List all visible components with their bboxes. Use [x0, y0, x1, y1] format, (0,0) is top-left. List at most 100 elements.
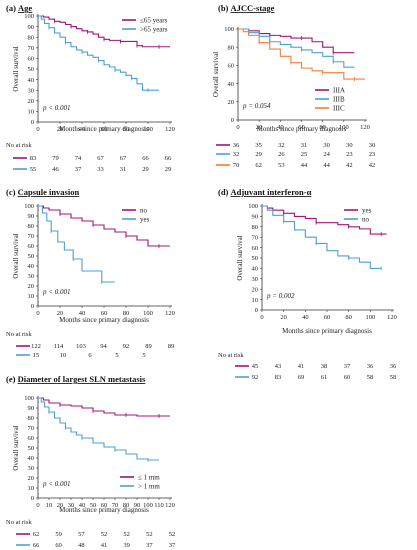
panel-b: (b) AJCC-stage 0 20 40 60 80 100 0 20 40 60 80 100 12…: [212, 3, 375, 169]
x-tick-label: 90: [134, 502, 141, 509]
x-tick-label: 20: [280, 314, 287, 321]
x-tick-label: 80: [123, 502, 130, 509]
x-tick-label: 20: [57, 502, 64, 509]
risk-count: 114: [54, 343, 64, 350]
risk-count: 30: [323, 142, 330, 149]
legend-label: >65 years: [140, 25, 168, 33]
risk-count: 83: [275, 374, 282, 381]
risk-header: No at risk: [6, 331, 32, 338]
risk-count: 37: [146, 542, 153, 549]
y-tick-label: 100: [24, 13, 34, 20]
y-tick-label: 50: [28, 253, 35, 260]
risk-count: 26: [278, 151, 285, 158]
panel-e: (e) Diameter of largest SLN metastasis01…: [6, 374, 176, 549]
y-tick-label: 40: [28, 455, 35, 462]
risk-count: 25: [301, 151, 308, 158]
panel-title: (d) Adjuvant interferon-α: [218, 187, 312, 197]
y-axis-label: Overall survival: [12, 46, 20, 91]
y-tick-label: 100: [224, 26, 234, 33]
y-tick-label: 80: [28, 223, 35, 230]
risk-count: 60: [55, 542, 62, 549]
risk-count: 52: [123, 531, 130, 538]
y-tick-label: 10: [28, 293, 35, 300]
risk-count: 42: [346, 162, 353, 169]
panel-title: (b) AJCC-stage: [218, 3, 275, 13]
x-tick-label: 80: [123, 310, 130, 317]
risk-count: 53: [278, 162, 285, 169]
p-value: p < 0.001: [42, 288, 70, 296]
x-tick-label: 120: [165, 126, 175, 133]
risk-count: 44: [301, 162, 308, 169]
y-tick-label: 30: [28, 465, 35, 472]
legend-label: no: [140, 206, 148, 214]
risk-count: 48: [78, 542, 85, 549]
y-tick-label: 20: [228, 99, 235, 106]
risk-count: 66: [142, 155, 149, 162]
y-tick-label: 100: [24, 395, 34, 402]
risk-count: 23: [369, 151, 376, 158]
y-tick-label: 0: [255, 307, 258, 314]
risk-count: 55: [30, 166, 37, 173]
y-tick-label: 40: [28, 263, 35, 270]
legend-label: yes: [362, 206, 372, 214]
risk-count: 31: [120, 166, 127, 173]
panel-title: (e) Diameter of largest SLN metastasis: [6, 374, 146, 384]
y-tick-label: 60: [252, 245, 259, 252]
risk-count: 30: [346, 142, 353, 149]
x-tick-label: 30: [68, 502, 75, 509]
risk-count: 32: [233, 151, 240, 158]
risk-count: 5: [115, 352, 118, 359]
x-tick-label: 60: [101, 310, 108, 317]
risk-count: 66: [33, 542, 40, 549]
risk-count: 94: [100, 343, 107, 350]
y-tick-label: 50: [252, 255, 259, 262]
y-tick-label: 90: [28, 213, 35, 220]
x-tick-label: 120: [165, 310, 175, 317]
x-tick-label: 40: [79, 126, 86, 133]
risk-count: 29: [255, 151, 262, 158]
risk-count: 41: [101, 542, 108, 549]
y-tick-label: 40: [228, 81, 235, 88]
risk-count: 37: [75, 166, 82, 173]
panel-a: (a) Age 0 10 20 30 40 50 60 70 80 90 100 0 20 40 60 80 10…: [6, 3, 175, 173]
x-tick-label: 0: [236, 124, 239, 131]
legend-label: ≤65 years: [140, 16, 168, 24]
survival-curve: [38, 205, 115, 283]
x-tick-label: 20: [57, 126, 64, 133]
panel-heading: Age: [18, 3, 32, 13]
y-tick-label: 60: [28, 243, 35, 250]
risk-count: 52: [146, 531, 153, 538]
y-tick-label: 0: [231, 117, 234, 124]
y-tick-label: 90: [28, 405, 35, 412]
panel-label: (e): [6, 374, 16, 384]
x-tick-label: 50: [90, 502, 97, 509]
x-tick-label: 40: [79, 502, 86, 509]
risk-count: 122: [31, 343, 41, 350]
risk-count: 43: [275, 363, 282, 370]
y-tick-label: 100: [24, 203, 34, 210]
x-tick-label: 100: [143, 310, 153, 317]
risk-count: 15: [33, 352, 40, 359]
risk-header: No at risk: [6, 142, 32, 149]
risk-count: 89: [145, 343, 152, 350]
x-tick-label: 120: [360, 124, 370, 131]
risk-count: 6: [88, 352, 92, 359]
legend-label: IIIB: [333, 95, 345, 103]
panel-title: (a) Age: [6, 3, 32, 13]
legend-label: > 1 mm: [138, 482, 160, 490]
survival-curve: [38, 15, 159, 91]
y-tick-label: 80: [28, 34, 35, 41]
risk-count: 52: [101, 531, 108, 538]
risk-count: 92: [252, 374, 259, 381]
y-tick-label: 70: [252, 234, 259, 241]
y-tick-label: 60: [228, 63, 235, 70]
y-tick-label: 50: [28, 445, 35, 452]
x-tick-label: 100: [143, 126, 153, 133]
risk-count: 61: [321, 374, 328, 381]
y-tick-label: 90: [28, 24, 35, 31]
panel-label: (b): [218, 3, 229, 13]
risk-count: 45: [252, 363, 259, 370]
survival-curve: [38, 397, 170, 417]
panel-label: (c): [6, 187, 16, 197]
y-tick-label: 40: [28, 77, 35, 84]
